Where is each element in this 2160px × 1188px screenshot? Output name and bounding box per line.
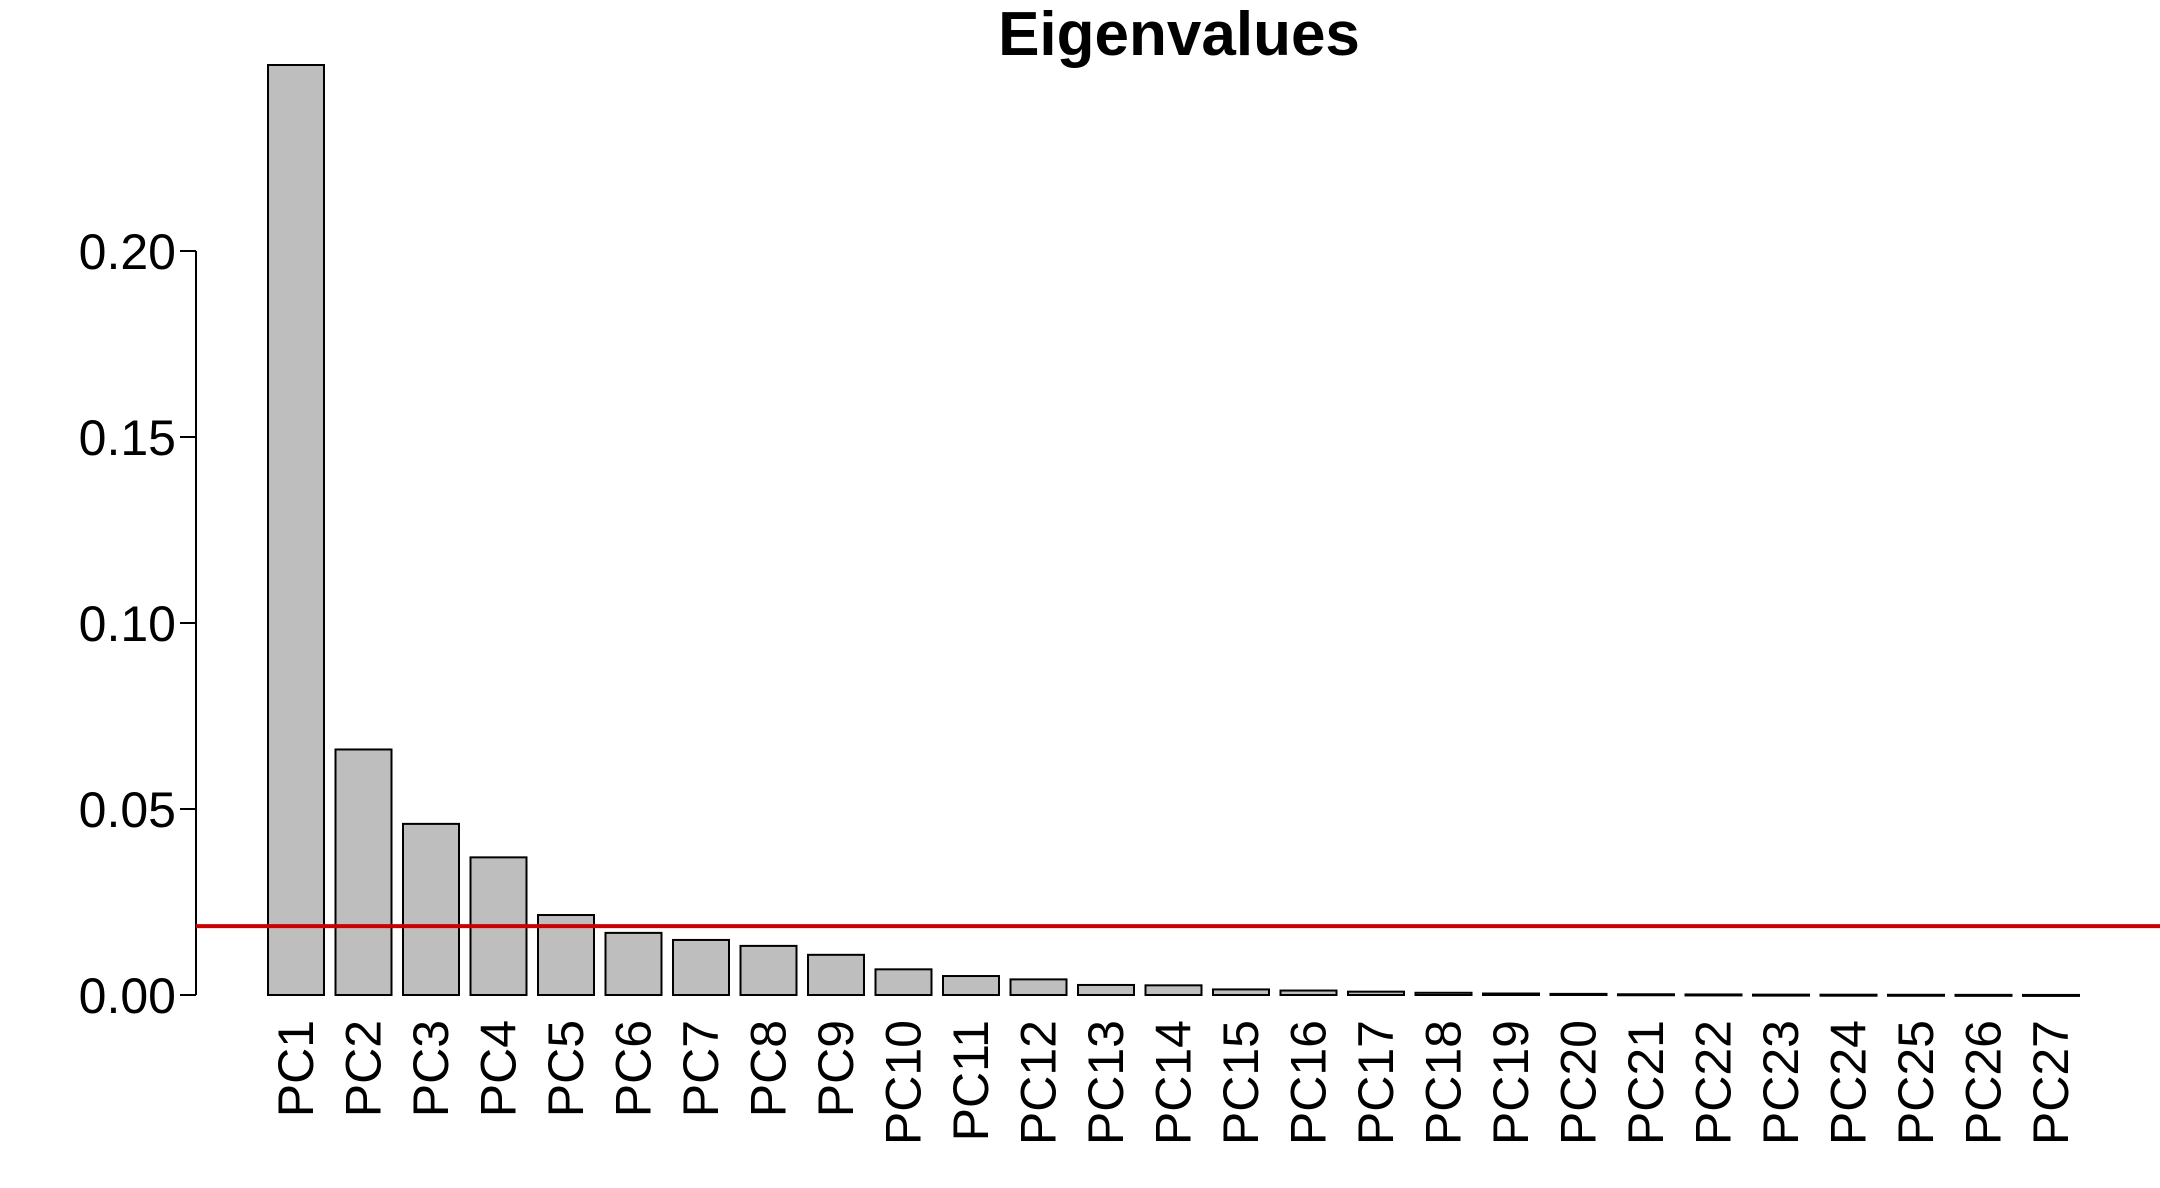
bar-pc2 bbox=[334, 748, 393, 996]
x-tick-label: PC24 bbox=[1821, 1020, 1877, 1145]
x-tick-label: PC3 bbox=[403, 1020, 459, 1117]
x-tick-label: PC18 bbox=[1416, 1020, 1472, 1145]
x-tick-label: PC23 bbox=[1753, 1020, 1809, 1145]
bar-pc6 bbox=[604, 931, 663, 996]
x-tick-label: PC19 bbox=[1483, 1020, 1539, 1145]
bar-pc13 bbox=[1077, 983, 1135, 996]
bar-pc1 bbox=[267, 64, 325, 996]
y-tick-label: 0.15 bbox=[79, 410, 176, 466]
x-tick-label: PC11 bbox=[943, 1020, 999, 1141]
bar-pc26 bbox=[1954, 993, 2013, 997]
bar-pc19 bbox=[1482, 992, 1540, 997]
bar-pc8 bbox=[739, 944, 798, 996]
x-tick-label: PC4 bbox=[471, 1020, 527, 1117]
y-tick-label: 0.20 bbox=[79, 224, 176, 280]
x-tick-label: PC22 bbox=[1686, 1020, 1742, 1145]
bar-pc27 bbox=[2022, 993, 2080, 997]
x-tick-label: PC14 bbox=[1146, 1020, 1202, 1145]
bar-pc24 bbox=[1819, 993, 1878, 997]
chart-title: Eigenvalues bbox=[998, 0, 1360, 69]
bar-pc16 bbox=[1279, 989, 1338, 997]
x-tick-label: PC9 bbox=[808, 1020, 864, 1117]
x-tick-label: PC13 bbox=[1078, 1020, 1134, 1145]
bar-pc20 bbox=[1549, 992, 1608, 996]
y-tick-label: 0.00 bbox=[79, 968, 176, 1024]
x-tick-label: PC26 bbox=[1956, 1020, 2012, 1145]
y-tick-label: 0.10 bbox=[79, 596, 176, 652]
x-tick-label: PC8 bbox=[741, 1020, 797, 1117]
bar-pc11 bbox=[942, 975, 1000, 997]
x-tick-label: PC27 bbox=[2023, 1020, 2079, 1145]
bar-pc23 bbox=[1752, 993, 1810, 997]
x-tick-label: PC20 bbox=[1551, 1020, 1607, 1145]
x-tick-label: PC7 bbox=[673, 1020, 729, 1117]
x-tick-label: PC5 bbox=[538, 1020, 594, 1117]
x-tick-label: PC16 bbox=[1281, 1020, 1337, 1145]
bar-pc25 bbox=[1887, 993, 1945, 997]
bar-pc15 bbox=[1212, 988, 1270, 996]
bar-pc3 bbox=[402, 822, 460, 996]
y-tick-label: 0.05 bbox=[79, 782, 176, 838]
x-tick-label: PC6 bbox=[606, 1020, 662, 1117]
bars bbox=[267, 64, 2080, 997]
x-tick-label: PC17 bbox=[1348, 1020, 1404, 1145]
bar-pc14 bbox=[1144, 984, 1203, 997]
bar-pc9 bbox=[807, 953, 865, 996]
bar-pc22 bbox=[1684, 993, 1743, 997]
x-tick-label: PC25 bbox=[1888, 1020, 1944, 1145]
bar-pc18 bbox=[1414, 991, 1473, 997]
x-tick-label: PC10 bbox=[876, 1020, 932, 1145]
bar-pc21 bbox=[1617, 993, 1675, 997]
x-axis-labels: PC1 PC2 PC3 PC4 PC5 PC6 PC7 PC8 PC9 PC10 PC11 PC12 P… bbox=[268, 1020, 2079, 1145]
bar-pc17 bbox=[1347, 990, 1405, 996]
x-tick-label: PC1 bbox=[268, 1020, 324, 1117]
x-tick-label: PC21 bbox=[1618, 1020, 1674, 1145]
bar-pc7 bbox=[672, 938, 730, 996]
x-tick-label: PC12 bbox=[1011, 1020, 1067, 1145]
bar-pc10 bbox=[874, 968, 933, 996]
x-tick-label: PC15 bbox=[1213, 1020, 1269, 1145]
bar-pc5 bbox=[537, 914, 595, 997]
bar-pc12 bbox=[1009, 978, 1068, 996]
y-axis: 0.00 0.05 0.10 0.15 0.20 bbox=[79, 224, 197, 1024]
x-tick-label: PC2 bbox=[336, 1020, 392, 1117]
